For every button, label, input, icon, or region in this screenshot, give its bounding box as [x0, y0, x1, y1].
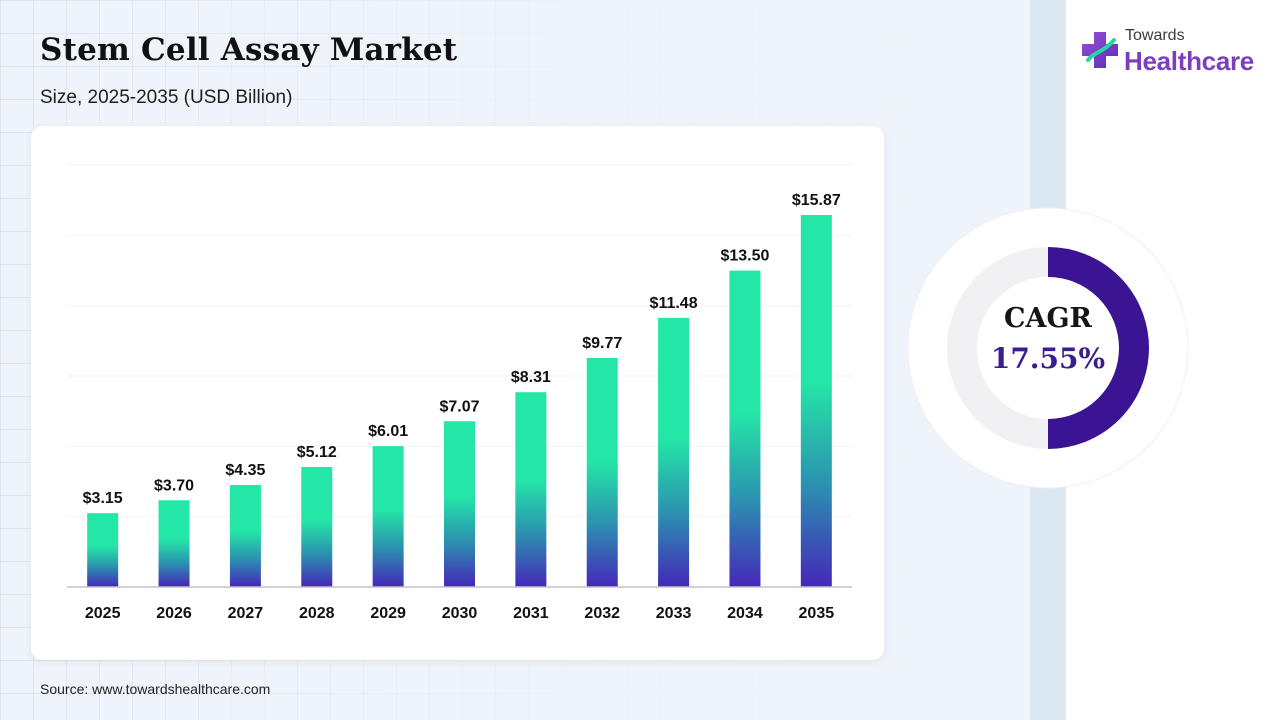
bar-chart: $3.15 $3.70 $4.35 $5.12 $6.01 $7.07 $8.31 $9.77… — [67, 164, 852, 622]
bars — [87, 215, 832, 587]
bar-2026 — [158, 500, 190, 587]
x-tick-2027: 2027 — [228, 605, 264, 622]
x-tick-2028: 2028 — [299, 605, 335, 622]
chart-title: Stem Cell Assay Market — [40, 32, 458, 68]
bar-2035 — [800, 215, 832, 587]
cagr-label: CAGR — [1004, 303, 1092, 334]
bar-2030 — [444, 421, 475, 587]
brand-logo[interactable]: Towards Healthcare — [1080, 26, 1260, 78]
data-label-2030: $7.07 — [439, 398, 479, 415]
data-label-2035: $15.87 — [792, 192, 841, 209]
data-label-2027: $4.35 — [225, 462, 265, 479]
data-label-2028: $5.12 — [297, 444, 337, 461]
data-labels: $3.15 $3.70 $4.35 $5.12 $6.01 $7.07 $8.31 $9.77… — [83, 192, 841, 507]
x-tick-2033: 2033 — [656, 605, 692, 622]
bar-2025 — [87, 513, 119, 587]
data-label-2031: $8.31 — [511, 369, 551, 386]
x-tick-labels: 2025 2026 2027 2028 2029 2030 2031 2032 2033 2034… — [85, 605, 834, 622]
x-tick-2034: 2034 — [727, 605, 763, 622]
x-tick-2026: 2026 — [156, 605, 192, 622]
x-tick-2029: 2029 — [370, 605, 406, 622]
x-tick-2032: 2032 — [584, 605, 620, 622]
cagr-value: 17.55% — [990, 342, 1106, 375]
medical-cross-icon — [1082, 32, 1118, 68]
bar-2028 — [301, 466, 333, 587]
x-tick-2030: 2030 — [442, 605, 478, 622]
data-label-2026: $3.70 — [154, 477, 194, 494]
data-label-2034: $13.50 — [720, 248, 769, 265]
bar-2032 — [586, 357, 618, 587]
x-tick-2031: 2031 — [513, 605, 549, 622]
chart-subtitle: Size, 2025-2035 (USD Billion) — [40, 87, 293, 108]
bar-2027 — [229, 485, 261, 587]
data-label-2029: $6.01 — [368, 423, 408, 440]
logo-text-towards: Towards — [1125, 27, 1185, 44]
bar-2031 — [515, 392, 547, 587]
data-label-2032: $9.77 — [582, 335, 622, 352]
bar-2029 — [372, 446, 404, 587]
data-label-2033: $11.48 — [650, 295, 698, 312]
source-note: Source: www.towardshealthcare.com — [40, 681, 271, 697]
chart-card: $3.15 $3.70 $4.35 $5.12 $6.01 $7.07 $8.31 $9.77… — [31, 126, 884, 660]
data-label-2025: $3.15 — [83, 490, 123, 507]
cagr-progress-arc — [1047, 247, 1149, 449]
bar-2033 — [658, 317, 690, 587]
x-tick-2035: 2035 — [799, 605, 835, 622]
bar-2034 — [729, 270, 761, 587]
cagr-ring — [907, 207, 1189, 489]
cagr-donut: CAGR 17.55% — [906, 206, 1190, 490]
x-tick-2025: 2025 — [85, 605, 121, 622]
logo-text-healthcare: Healthcare — [1124, 46, 1254, 76]
